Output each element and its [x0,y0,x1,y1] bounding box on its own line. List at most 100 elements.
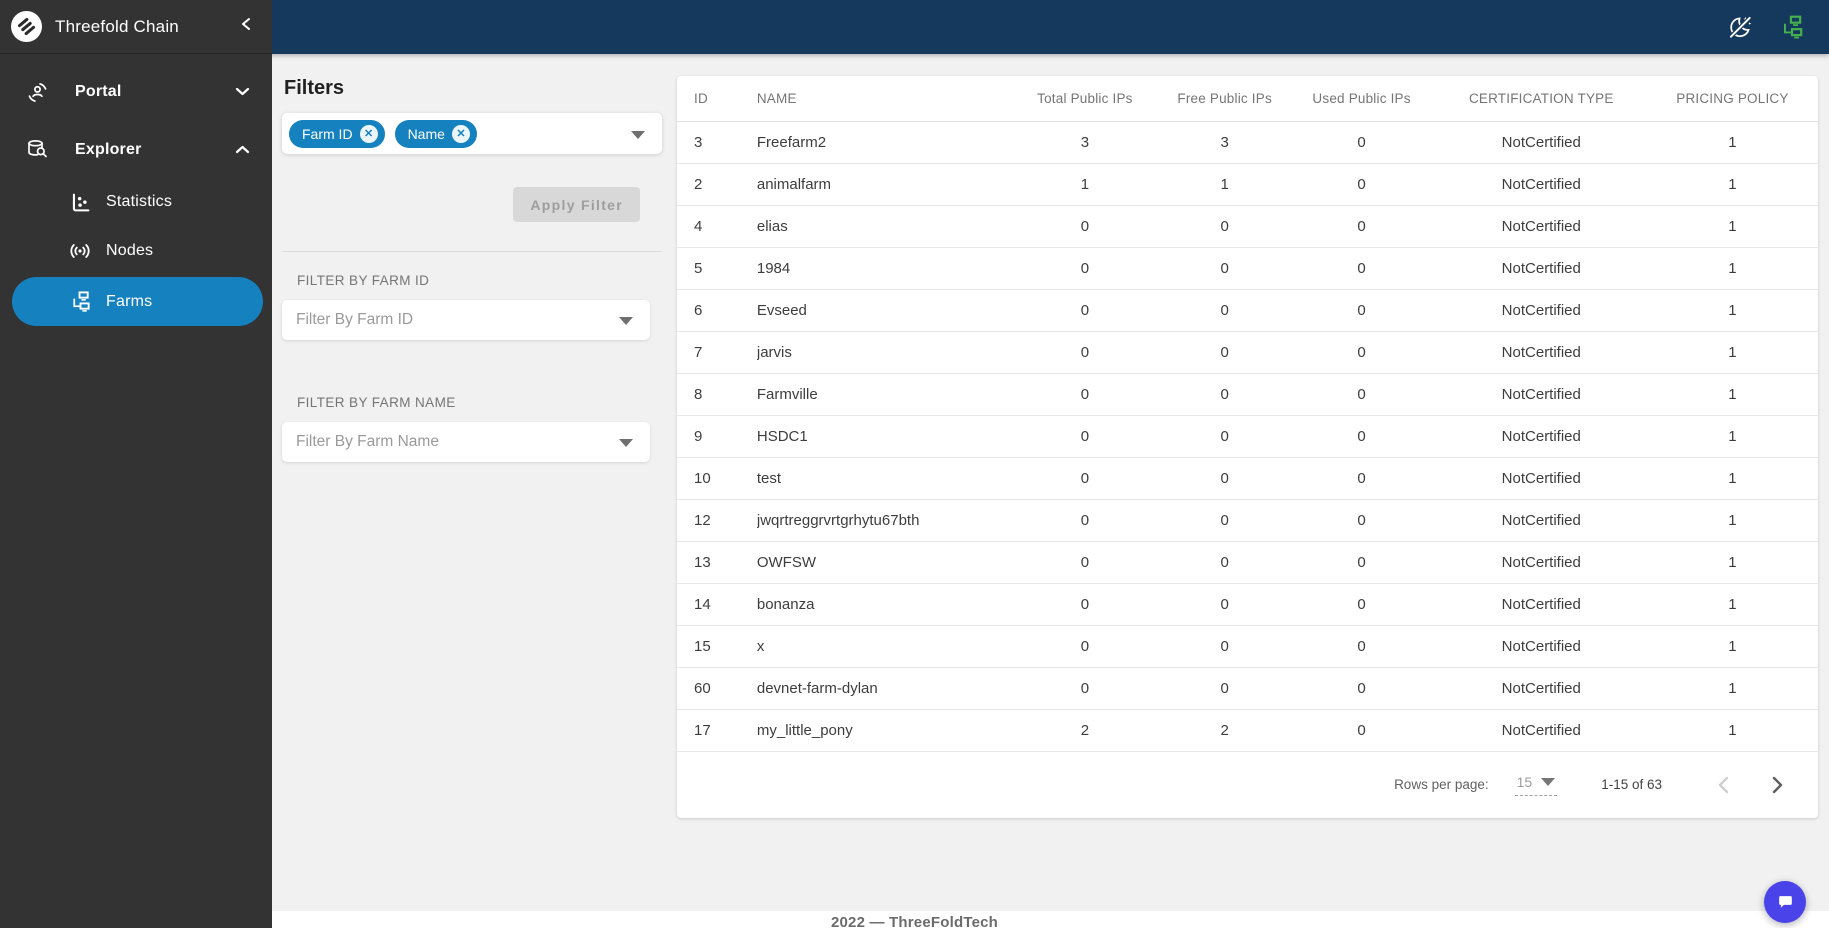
cell-total-public-ips: 0 [1007,541,1162,584]
chat-button[interactable] [1764,881,1806,923]
threefold-logo-icon [11,11,42,42]
table-row[interactable]: 15 x 0 0 0 NotCertified 1 [677,625,1818,668]
cell-free-public-ips: 3 [1161,121,1288,164]
cell-total-public-ips: 3 [1007,121,1162,164]
cell-pricing-policy: 1 [1646,121,1818,164]
cell-name: test [756,457,1008,500]
farms-table-card: ID NAME Total Public IPs Free Public IPs Use… [677,76,1818,818]
cell-name: Evseed [756,289,1008,332]
sidebar-item-statistics[interactable]: Statistics [0,180,272,224]
sidebar-item-farms[interactable]: Farms [12,277,263,326]
cell-name: x [756,625,1008,668]
table-row[interactable]: 13 OWFSW 0 0 0 NotCertified 1 [677,541,1818,584]
cell-certification-type: NotCertified [1435,541,1647,584]
chevron-down-icon [1541,777,1556,786]
app-header-bar [0,0,1829,54]
sidebar-item-label: Farms [106,292,153,310]
cell-free-public-ips: 0 [1161,205,1288,248]
cell-free-public-ips: 0 [1161,331,1288,374]
cell-free-public-ips: 0 [1161,289,1288,332]
cell-free-public-ips: 2 [1161,709,1288,752]
table-row[interactable]: 17 my_little_pony 2 2 0 NotCertified 1 [677,709,1818,752]
filter-chip-label: Farm ID [302,125,353,142]
chevron-down-icon[interactable] [631,130,645,139]
cell-total-public-ips: 0 [1007,625,1162,668]
chevron-down-icon[interactable] [619,317,633,325]
filter-farm-name-input[interactable]: Filter By Farm Name [282,422,650,462]
cell-total-public-ips: 0 [1007,415,1162,458]
cell-pricing-policy: 1 [1646,163,1818,206]
table-row[interactable]: 12 jwqrtreggrvrtgrhytu67bth 0 0 0 NotCertifie… [677,499,1818,542]
farms-table: ID NAME Total Public IPs Free Public IPs Use… [677,76,1818,752]
table-row[interactable]: 60 devnet-farm-dylan 0 0 0 NotCertified 1 [677,667,1818,710]
cell-pricing-policy: 1 [1646,499,1818,542]
column-header-pricing-policy: PRICING POLICY [1646,76,1818,122]
table-row[interactable]: 10 test 0 0 0 NotCertified 1 [677,457,1818,500]
cell-used-public-ips: 0 [1287,457,1436,500]
cell-total-public-ips: 0 [1007,247,1162,290]
table-row[interactable]: 6 Evseed 0 0 0 NotCertified 1 [677,289,1818,332]
cell-certification-type: NotCertified [1435,289,1647,332]
sidebar-item-nodes[interactable]: Nodes [0,229,272,273]
previous-page-button[interactable] [1708,770,1738,800]
theme-toggle-moon-slash-icon[interactable] [1727,14,1753,40]
filter-farm-name-label: FILTER BY FARM NAME [297,395,456,410]
sidebar-item-label: Statistics [106,193,173,210]
cell-id: 8 [677,373,757,416]
table-row[interactable]: 4 elias 0 0 0 NotCertified 1 [677,205,1818,248]
chip-close-icon[interactable]: ✕ [359,124,378,143]
cell-used-public-ips: 0 [1287,709,1436,752]
cell-used-public-ips: 0 [1287,247,1436,290]
cell-free-public-ips: 0 [1161,247,1288,290]
cell-certification-type: NotCertified [1435,373,1647,416]
page-footer: 2022 — ThreeFoldTech [0,911,1829,928]
table-row[interactable]: 7 jarvis 0 0 0 NotCertified 1 [677,331,1818,374]
cell-used-public-ips: 0 [1287,205,1436,248]
chat-bubble-icon [1778,895,1792,908]
sidebar-nav: Portal Explorer [0,54,272,326]
cell-pricing-policy: 1 [1646,541,1818,584]
active-filters-select[interactable]: Farm ID ✕ Name ✕ [282,113,662,154]
chip-close-icon[interactable]: ✕ [451,124,470,143]
next-page-button[interactable] [1762,770,1792,800]
filter-chip[interactable]: Farm ID ✕ [289,119,385,148]
chevron-down-icon[interactable] [619,439,633,447]
sidebar-item-label: Portal [75,83,122,100]
explorer-icon [24,138,50,162]
cell-used-public-ips: 0 [1287,625,1436,668]
sidebar-collapse-icon[interactable] [240,17,252,36]
cell-name: devnet-farm-dylan [756,667,1008,710]
cell-name: HSDC1 [756,415,1008,458]
rows-per-page-select[interactable]: 15 [1514,774,1558,796]
chevron-up-icon [235,141,250,159]
table-row[interactable]: 14 bonanza 0 0 0 NotCertified 1 [677,583,1818,626]
cell-total-public-ips: 0 [1007,331,1162,374]
cell-pricing-policy: 1 [1646,247,1818,290]
cell-id: 10 [677,457,757,500]
table-row[interactable]: 8 Farmville 0 0 0 NotCertified 1 [677,373,1818,416]
sidebar-item-portal[interactable]: Portal [0,70,272,114]
table-row[interactable]: 5 1984 0 0 0 NotCertified 1 [677,247,1818,290]
nodes-icon [68,241,92,261]
filter-farm-id-input[interactable]: Filter By Farm ID [282,300,650,340]
cell-id: 13 [677,541,757,584]
sidebar-item-explorer[interactable]: Explorer [0,128,272,172]
rows-per-page-label: Rows per page: [1394,777,1489,793]
cell-id: 6 [677,289,757,332]
table-row[interactable]: 9 HSDC1 0 0 0 NotCertified 1 [677,415,1818,458]
cell-free-public-ips: 0 [1161,583,1288,626]
sidebar: Threefold Chain Portal [0,0,272,928]
table-row[interactable]: 2 animalfarm 1 1 0 NotCertified 1 [677,163,1818,206]
network-lan-icon[interactable] [1779,14,1805,40]
cell-certification-type: NotCertified [1435,415,1647,458]
filter-chip[interactable]: Name ✕ [394,119,477,148]
cell-used-public-ips: 0 [1287,667,1436,710]
sidebar-item-label: Nodes [106,242,154,259]
cell-used-public-ips: 0 [1287,499,1436,542]
chips-container: Farm ID ✕ Name ✕ [289,119,487,148]
cell-id: 9 [677,415,757,458]
cell-free-public-ips: 0 [1161,499,1288,542]
table-row[interactable]: 3 Freefarm2 3 3 0 NotCertified 1 [677,121,1818,164]
cell-name: OWFSW [756,541,1008,584]
apply-filter-button[interactable]: Apply Filter [513,187,640,222]
